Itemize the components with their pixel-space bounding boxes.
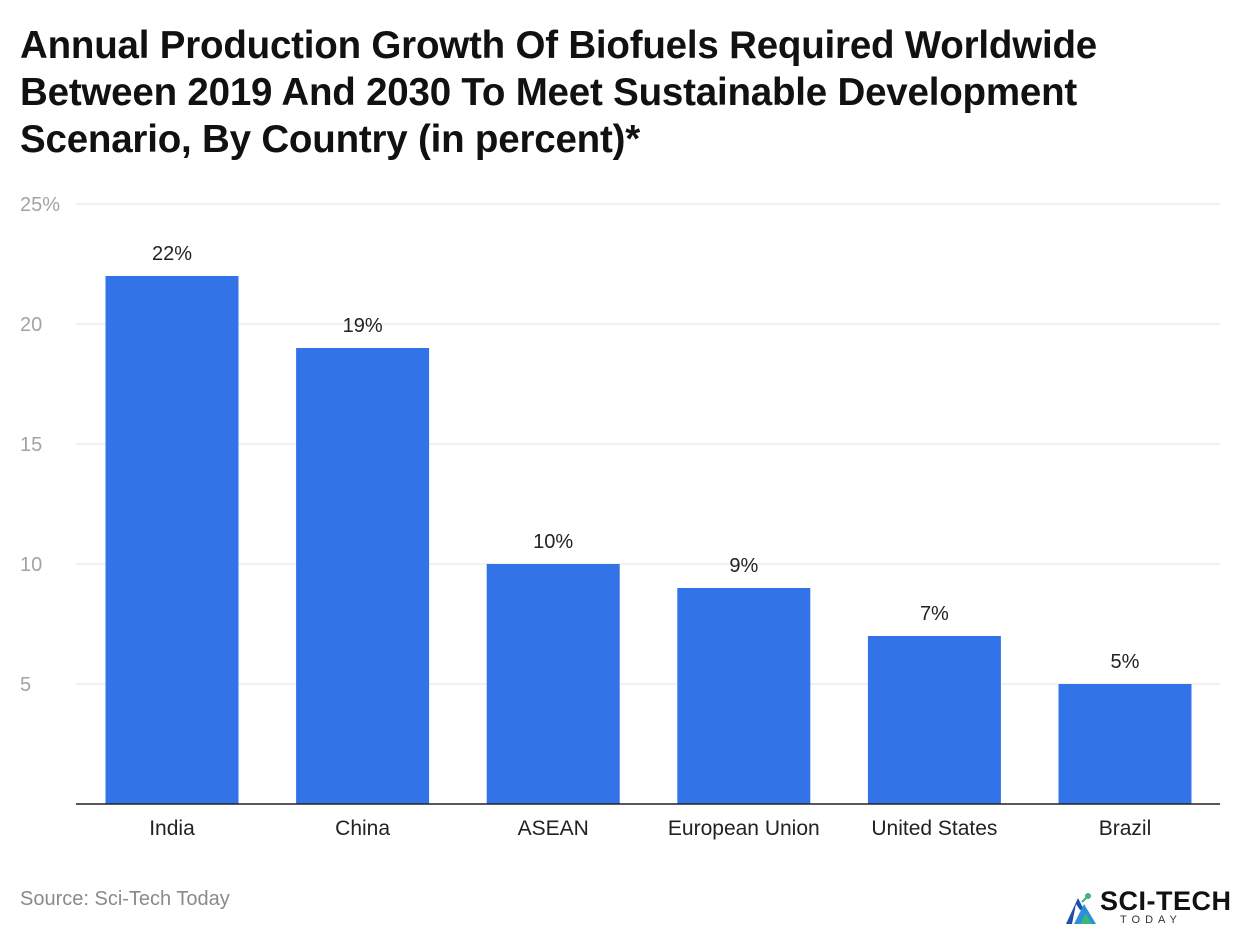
data-label: 9% [729,555,758,577]
bars [105,276,1192,804]
chart-title: Annual Production Growth Of Biofuels Req… [20,24,1097,161]
bar-india [105,276,239,804]
bar-brazil [1058,684,1192,804]
source-note: Source: Sci-Tech Today [20,888,230,910]
y-tick-label: 15 [20,434,42,456]
data-labels: 22% 19% 10% 9% 7% 5% [152,243,1140,673]
logo-name: SCI-TECH [1100,886,1232,916]
x-axis-ticks: India China ASEAN European Union United Stat… [149,817,1151,840]
sci-tech-logo: SCI-TECH TODAY [1064,886,1234,930]
logo-subtitle: TODAY [1120,914,1182,926]
x-tick-label: European Union [668,817,820,840]
y-axis-ticks: 5 10 15 20 25% [20,194,60,696]
data-label: 5% [1111,651,1140,673]
mountain-logo-icon [1066,893,1096,924]
x-tick-label: China [335,817,390,840]
data-label: 19% [343,315,383,337]
bar-china [296,348,430,804]
y-tick-label: 25% [20,194,60,216]
bar-united-states [867,636,1001,804]
x-tick-label: Brazil [1099,817,1152,840]
y-tick-label: 5 [20,674,31,696]
data-label: 22% [152,243,192,265]
data-label: 10% [533,531,573,553]
bar-asean [486,564,620,804]
x-tick-label: United States [871,817,997,840]
y-tick-label: 10 [20,554,42,576]
bar-european-union [677,588,811,804]
data-label: 7% [920,603,949,625]
y-tick-label: 20 [20,314,42,336]
x-tick-label: India [149,817,195,840]
x-tick-label: ASEAN [518,817,589,840]
gridlines [76,203,1220,685]
